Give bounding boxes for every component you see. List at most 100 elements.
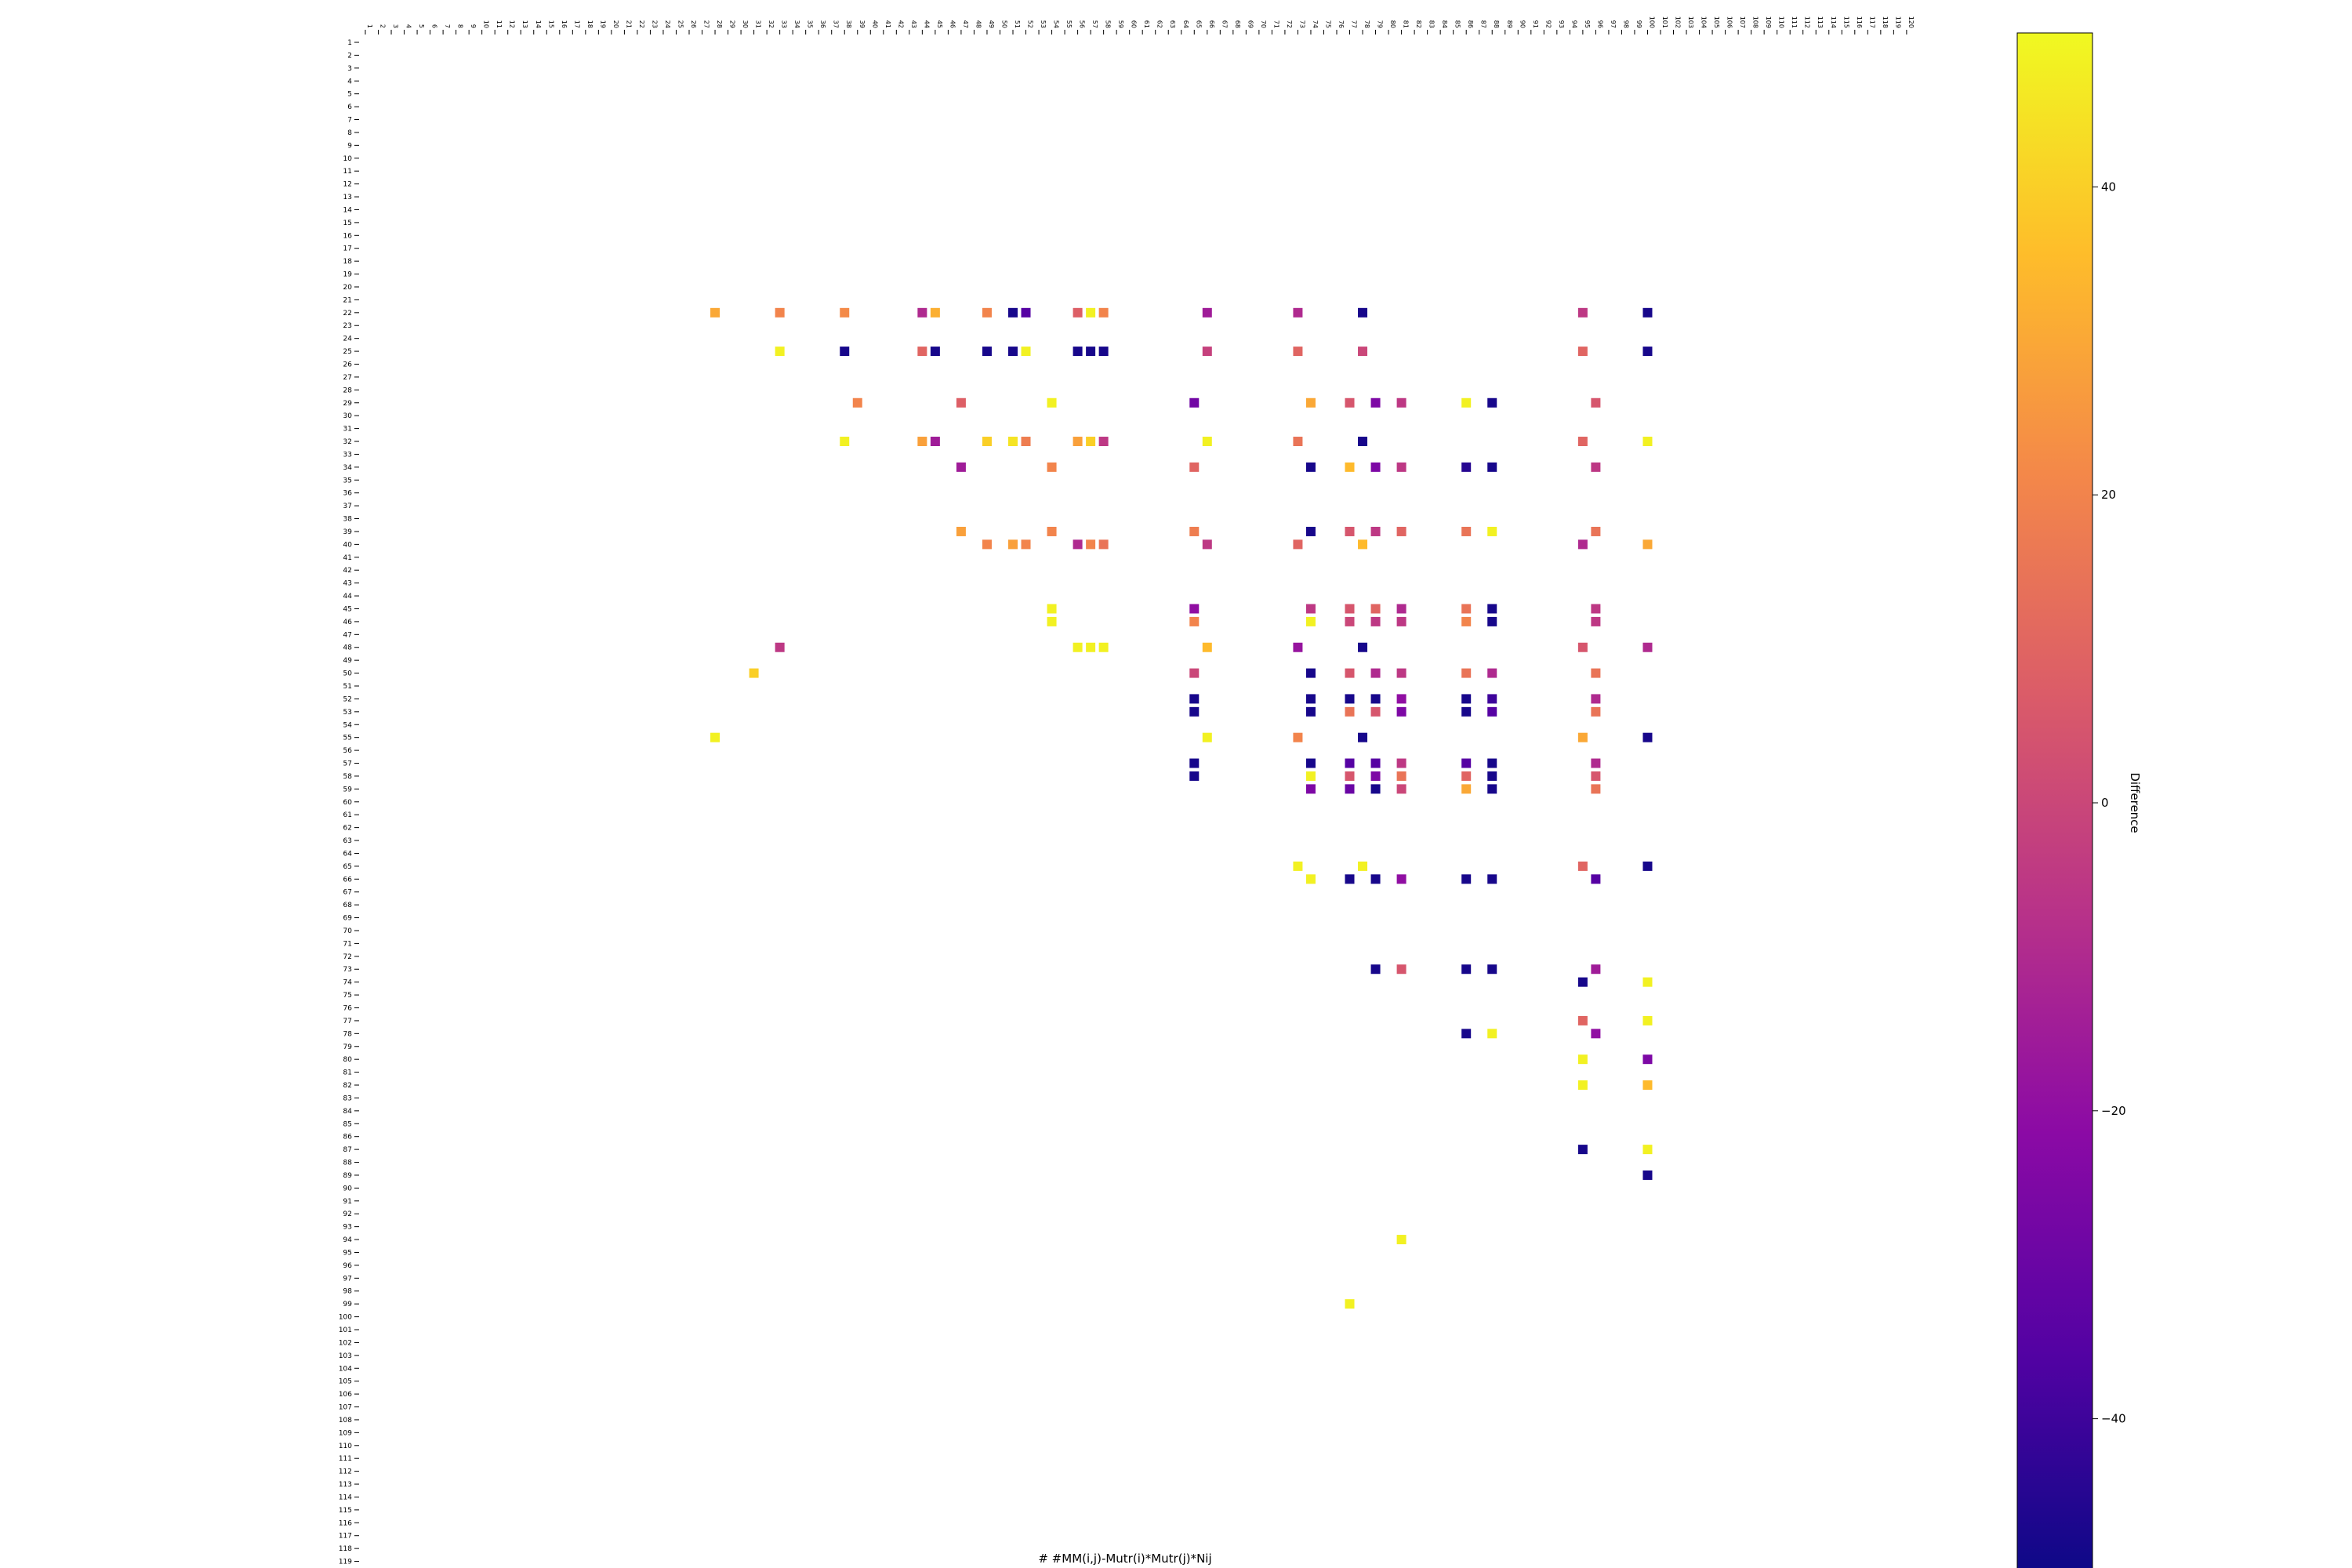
x-tick-label: 36 [819, 20, 826, 28]
heatmap-cell [1293, 307, 1303, 318]
heatmap-cell [1305, 874, 1316, 884]
heatmap-cell [1577, 642, 1588, 652]
x-tick-label: 101 [1661, 16, 1668, 28]
x-tick-label: 31 [755, 20, 762, 28]
heatmap-cell [1396, 616, 1406, 626]
heatmap-cell [1461, 604, 1472, 614]
x-tick-label: 100 [1648, 16, 1655, 28]
x-tick-label: 105 [1713, 16, 1720, 28]
heatmap-cell [1370, 758, 1381, 768]
x-tick-label: 68 [1234, 20, 1241, 28]
y-tick-label: 83 [343, 1094, 352, 1102]
heatmap-cell [1396, 758, 1406, 768]
x-tick-label: 115 [1842, 16, 1849, 28]
x-tick-label: 40 [871, 20, 878, 28]
y-tick-label: 31 [343, 426, 352, 434]
heatmap-cell [1396, 694, 1406, 704]
x-tick-label: 14 [535, 20, 542, 28]
y-tick-label: 6 [347, 103, 352, 111]
y-tick-label: 82 [343, 1082, 352, 1090]
x-tick-label: 66 [1208, 20, 1215, 28]
heatmap-cell [1461, 964, 1472, 975]
heatmap-cell [1305, 771, 1316, 781]
heatmap-cell [1396, 462, 1406, 472]
x-tick-label: 106 [1726, 16, 1733, 28]
heatmap-cell [1642, 437, 1653, 447]
heatmap-cell [1396, 668, 1406, 678]
heatmap-cell [1591, 668, 1601, 678]
y-tick-label: 119 [339, 1559, 352, 1566]
heatmap-cell [1021, 307, 1031, 318]
heatmap-cell [1008, 307, 1018, 318]
x-tick-label: 109 [1765, 16, 1772, 28]
y-tick-label: 86 [343, 1134, 353, 1142]
heatmap-cell [1189, 706, 1200, 717]
y-tick-label: 9 [347, 142, 352, 150]
heatmap-cell [917, 347, 927, 357]
x-tick-label: 82 [1415, 20, 1422, 28]
y-tick-label: 14 [343, 206, 353, 214]
heatmap-cell [1358, 642, 1368, 652]
x-tick-label: 76 [1338, 20, 1345, 28]
heatmap-cell [1086, 437, 1096, 447]
heatmap-cell [1577, 539, 1588, 550]
x-tick-label: 2 [379, 24, 387, 28]
y-tick-label: 25 [343, 348, 352, 356]
y-tick-label: 18 [343, 258, 353, 266]
heatmap-cell [1345, 758, 1355, 768]
y-tick-label: 44 [343, 593, 353, 601]
heatmap-cell [917, 437, 927, 447]
heatmap-cell [1461, 668, 1472, 678]
heatmap-cell [1370, 706, 1381, 717]
heatmap-cell [1370, 616, 1381, 626]
heatmap-cell [1577, 307, 1588, 318]
heatmap-cell [1642, 1054, 1653, 1065]
y-tick-label: 118 [339, 1545, 352, 1553]
heatmap-cell [1293, 861, 1303, 871]
heatmap-cell [1345, 397, 1355, 408]
y-tick-label: 26 [343, 361, 353, 369]
heatmap-cell [1487, 694, 1497, 704]
colorbar: 40 20 0 −20 −40 Difference [2016, 32, 2142, 1568]
heatmap-cell [1086, 642, 1096, 652]
x-tick-label: 79 [1377, 20, 1384, 28]
heatmap-cell [1642, 1080, 1653, 1091]
heatmap-cell [775, 307, 785, 318]
x-tick-label: 99 [1635, 20, 1642, 28]
x-tick-label: 91 [1532, 20, 1539, 28]
x-tick-label: 61 [1143, 20, 1150, 28]
heatmap-cell [1370, 784, 1381, 794]
heatmap-cell [930, 347, 940, 357]
y-tick-label: 5 [347, 91, 352, 99]
x-tick-label: 64 [1182, 20, 1189, 28]
x-tick-label: 21 [625, 20, 632, 28]
y-tick-label: 29 [343, 400, 353, 408]
heatmap-cell [1370, 771, 1381, 781]
x-tick-label: 33 [781, 20, 788, 28]
heatmap-cell [1487, 604, 1497, 614]
y-tick-label: 17 [343, 245, 352, 253]
y-tick-label: 94 [343, 1236, 353, 1244]
heatmap-cell [1461, 706, 1472, 717]
x-tick-label: 95 [1584, 20, 1591, 28]
heatmap-cell [1345, 1299, 1355, 1309]
x-tick-label: 58 [1105, 20, 1112, 28]
x-tick-label: 81 [1403, 20, 1410, 28]
heatmap-cell [1358, 539, 1368, 550]
heatmap-cell [1073, 347, 1083, 357]
x-tick-label: 87 [1480, 20, 1487, 28]
x-axis-label: # #MM(i,j)-Mutr(i)*Mutr(j)*Nij [1038, 1552, 1211, 1566]
y-tick-label: 63 [343, 837, 352, 845]
heatmap-cell [1591, 964, 1601, 975]
x-tick-label: 45 [936, 20, 943, 28]
heatmap-cell [1345, 462, 1355, 472]
heatmap-cell [1461, 462, 1472, 472]
heatmap-cell [956, 462, 966, 472]
heatmap-cell [1189, 604, 1200, 614]
heatmap-cell [1189, 771, 1200, 781]
heatmap-cell [1345, 604, 1355, 614]
heatmap-cell [1487, 668, 1497, 678]
colorbar-tick-label: −20 [2101, 1104, 2126, 1118]
heatmap-cell [1487, 462, 1497, 472]
